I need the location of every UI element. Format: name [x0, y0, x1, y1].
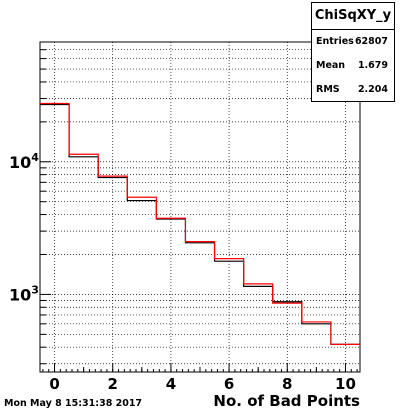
histogram-bin — [273, 303, 302, 372]
timestamp-label: Mon May 8 15:31:38 2017 — [4, 398, 143, 409]
stats-row-entries: Entries 62807 — [312, 30, 394, 54]
stats-key: Entries — [316, 36, 354, 47]
histogram-bin — [215, 259, 244, 372]
x-tick-label: 10 — [335, 375, 356, 393]
histogram-bin — [98, 176, 127, 372]
histogram-bin — [40, 104, 69, 372]
y-tick-label: 103 — [9, 283, 39, 304]
histogram-series-red — [40, 102, 360, 345]
y-tick-label: 104 — [9, 151, 39, 172]
stats-box: ChiSqXY_y Entries 62807 Mean 1.679 RMS 2… — [311, 2, 395, 102]
stats-value: 1.679 — [357, 60, 388, 71]
x-axis-label: No. of Bad Points — [213, 392, 360, 410]
stats-key: RMS — [316, 84, 340, 95]
stats-key: Mean — [316, 60, 346, 71]
histogram-bin — [127, 197, 156, 372]
histogram-bin — [185, 242, 214, 372]
stats-row-rms: RMS 2.204 — [312, 78, 394, 102]
histogram-bin — [302, 322, 331, 372]
histogram-bin — [69, 154, 98, 372]
histogram-bin — [244, 284, 273, 372]
x-tick-label: 8 — [282, 375, 292, 393]
histogram-bin — [331, 344, 360, 372]
histogram-bin — [156, 218, 185, 372]
x-tick-label: 4 — [166, 375, 176, 393]
stats-value: 62807 — [354, 36, 388, 47]
x-tick-label: 2 — [108, 375, 118, 393]
stats-title: ChiSqXY_y — [312, 3, 394, 30]
stats-row-mean: Mean 1.679 — [312, 54, 394, 78]
x-tick-label: 0 — [49, 375, 59, 393]
x-tick-label: 6 — [224, 375, 234, 393]
stats-value: 2.204 — [357, 84, 388, 95]
